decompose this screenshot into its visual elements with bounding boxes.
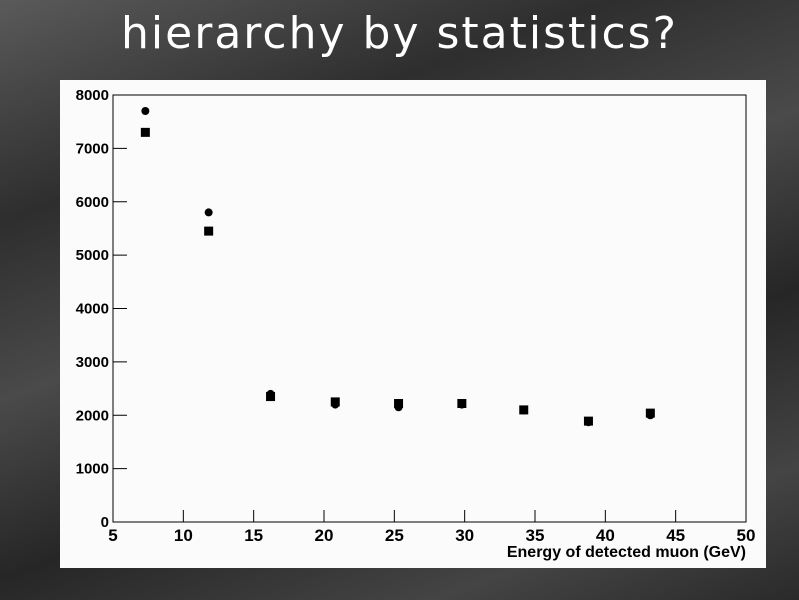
point <box>204 226 214 236</box>
x-tick-label: 40 <box>596 526 615 545</box>
y-tick-label: 5000 <box>76 247 109 264</box>
point <box>394 399 404 409</box>
x-axis-label: Energy of detected muon (GeV) <box>507 544 746 561</box>
y-tick-label: 1000 <box>76 461 109 478</box>
x-tick-label: 15 <box>244 526 263 545</box>
x-tick-label: 10 <box>174 526 193 545</box>
point <box>583 416 593 426</box>
point <box>519 405 529 415</box>
y-tick-label: 8000 <box>76 87 109 104</box>
point <box>266 392 276 402</box>
point <box>204 208 213 217</box>
point <box>645 408 655 418</box>
y-tick-label: 7000 <box>76 140 109 157</box>
x-tick-label: 45 <box>666 526 685 545</box>
point <box>140 127 150 137</box>
x-tick-label: 30 <box>455 526 474 545</box>
slide-title: hierarchy by statistics? <box>121 8 678 59</box>
y-tick-label: 2000 <box>76 407 109 424</box>
x-tick-label: 5 <box>108 526 117 545</box>
chart-panel <box>60 80 766 568</box>
x-tick-label: 20 <box>315 526 334 545</box>
x-tick-label: 25 <box>385 526 404 545</box>
y-tick-label: 0 <box>101 514 109 531</box>
x-tick-label: 50 <box>737 526 756 545</box>
y-tick-label: 3000 <box>76 354 109 371</box>
y-tick-label: 6000 <box>76 194 109 211</box>
y-tick-label: 4000 <box>76 301 109 318</box>
point <box>141 107 150 116</box>
point <box>330 397 340 407</box>
point <box>457 399 467 409</box>
x-tick-label: 35 <box>526 526 545 545</box>
